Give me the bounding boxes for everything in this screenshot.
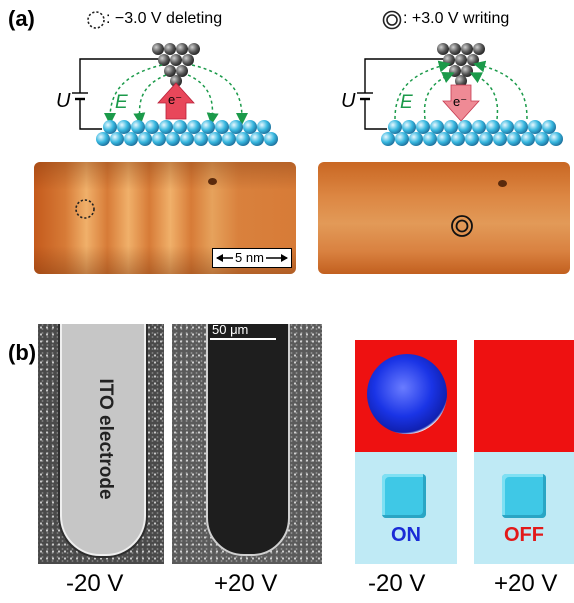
- field-symbol-right: E: [400, 92, 413, 113]
- electron-label-right: e⁻: [453, 94, 468, 109]
- pixel-square-off: [502, 474, 546, 518]
- ito-electrode-strip-dark: [206, 324, 290, 556]
- display-bottom-on: ON: [355, 452, 457, 564]
- scale-bar-5nm-label: 5 nm: [233, 250, 266, 265]
- surface-defect: [208, 178, 217, 185]
- stm-schematic-writing: [335, 35, 574, 160]
- ito-electrode-label: ITO electrode: [95, 378, 116, 500]
- legend-deleting: : −3.0 V deleting: [106, 10, 223, 27]
- pixel-square-on: [382, 474, 426, 518]
- state-off-label: OFF: [504, 524, 544, 546]
- field-symbol-left: E: [115, 92, 128, 113]
- scale-bar-50um: [210, 338, 276, 340]
- scale-bar-50um-label: 50 μm: [212, 324, 249, 337]
- display-top-on: [355, 340, 457, 452]
- state-on-label: ON: [391, 524, 421, 546]
- surface-defect: [498, 180, 507, 187]
- display-voltage-minus20: -20 V: [368, 570, 426, 597]
- display-top-off: [474, 340, 574, 452]
- panel-b-label: (b): [8, 340, 37, 365]
- sem-voltage-minus20: -20 V: [66, 570, 124, 597]
- voltage-symbol-left: U: [56, 90, 71, 112]
- display-bottom-off: OFF: [474, 452, 574, 564]
- panel-a-label: (a): [8, 6, 35, 31]
- dashed-circle-icon: [86, 10, 106, 30]
- ito-electrode-strip: [60, 324, 146, 556]
- blue-spot: [367, 354, 447, 434]
- electron-label-left: e⁻: [168, 92, 183, 107]
- sem-voltage-plus20: +20 V: [214, 570, 278, 597]
- stm-schematic-deleting: [50, 35, 290, 160]
- scale-bar-5nm: 5 nm: [212, 248, 292, 268]
- double-circle-marker: [450, 214, 474, 238]
- dashed-circle-marker: [74, 198, 96, 220]
- display-voltage-plus20: +20 V: [494, 570, 558, 597]
- sem-image-minus20: ITO electrode: [38, 324, 164, 564]
- stm-image-writing: [318, 162, 570, 274]
- voltage-symbol-right: U: [341, 90, 356, 112]
- sem-image-plus20: 50 μm: [172, 324, 322, 564]
- stm-image-deleting: 5 nm: [34, 162, 296, 274]
- double-circle-icon: [382, 10, 402, 30]
- legend-writing: : +3.0 V writing: [403, 10, 510, 27]
